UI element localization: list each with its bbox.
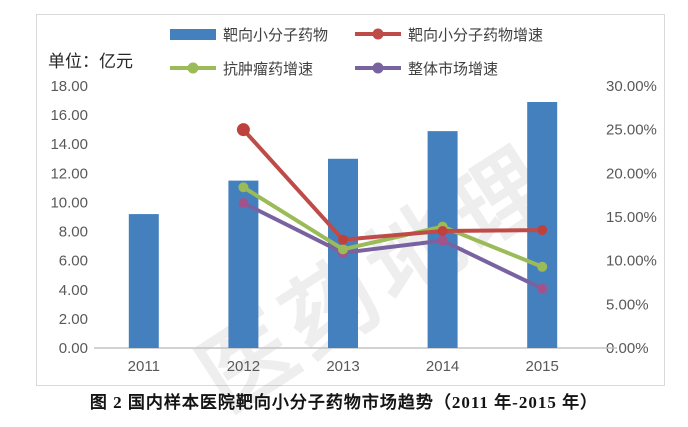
bar-2015 <box>527 102 558 348</box>
growth-line-0 <box>241 127 545 242</box>
growth-line-0-marker <box>338 234 348 245</box>
legend-label: 靶向小分子药物增速 <box>408 26 544 44</box>
growth-line-1 <box>241 185 545 269</box>
left-axis-tick: 18.00 <box>50 78 88 95</box>
left-axis-tick: 16.00 <box>50 107 88 124</box>
legend-bar-swatch-icon <box>170 28 216 40</box>
growth-line-2-marker <box>437 235 448 246</box>
legend-item-3: 整体市场增速 <box>355 60 499 78</box>
left-axis-tick: 0.00 <box>59 340 88 357</box>
legend-item-0: 靶向小分子药物 <box>170 26 329 44</box>
legend-line-swatch-icon <box>170 62 216 74</box>
legend-line-swatch-icon <box>355 62 401 74</box>
growth-line-0-marker <box>236 123 250 137</box>
growth-line-2-marker <box>238 198 249 209</box>
x-axis-label-2015: 2015 <box>526 358 559 375</box>
left-axis-tick: 2.00 <box>59 311 88 328</box>
right-axis-tick: 10.00% <box>606 253 657 270</box>
left-axis-tick: 14.00 <box>50 136 88 153</box>
right-axis-tick: 0.00% <box>606 340 649 357</box>
x-axis-label-2011: 2011 <box>128 358 160 375</box>
x-axis-label-2013: 2013 <box>326 358 359 375</box>
x-axis-label-2014: 2014 <box>426 358 459 375</box>
growth-line-1-marker <box>238 182 249 193</box>
legend-label: 抗肿瘤药增速 <box>223 60 314 78</box>
right-axis-tick: 20.00% <box>606 165 657 182</box>
left-axis-tick: 12.00 <box>50 165 88 182</box>
left-axis-tick: 8.00 <box>59 224 88 241</box>
legend-label: 整体市场增速 <box>408 60 499 78</box>
legend-dot-icon <box>372 28 384 40</box>
growth-line-2-marker <box>537 283 548 294</box>
right-axis-tick: 30.00% <box>606 78 657 95</box>
right-axis-tick: 5.00% <box>606 296 649 313</box>
growth-line-0-marker <box>537 225 548 236</box>
left-axis-unit-label: 单位：亿元 <box>48 52 133 71</box>
legend-line-swatch-icon <box>355 28 401 40</box>
legend-dot-icon <box>372 62 384 74</box>
growth-line-1-marker <box>338 244 348 255</box>
growth-line-2 <box>241 201 545 291</box>
left-axis-tick: 6.00 <box>59 253 88 270</box>
right-axis-tick: 15.00% <box>606 209 657 226</box>
growth-line-0-marker <box>437 225 448 236</box>
x-axis-label-2012: 2012 <box>227 358 260 375</box>
growth-line-1-marker <box>537 261 548 272</box>
legend-item-1: 靶向小分子药物增速 <box>355 26 544 44</box>
legend-label: 靶向小分子药物 <box>223 26 329 44</box>
figure-caption: 图 2 国内样本医院靶向小分子药物市场趋势（2011 年-2015 年） <box>89 393 599 412</box>
right-axis-tick: 25.00% <box>606 122 657 139</box>
legend-item-2: 抗肿瘤药增速 <box>170 60 314 78</box>
bar-2011 <box>128 214 159 348</box>
left-axis-tick: 4.00 <box>59 282 88 299</box>
legend-dot-icon <box>187 62 199 74</box>
left-axis-tick: 10.00 <box>50 194 88 211</box>
